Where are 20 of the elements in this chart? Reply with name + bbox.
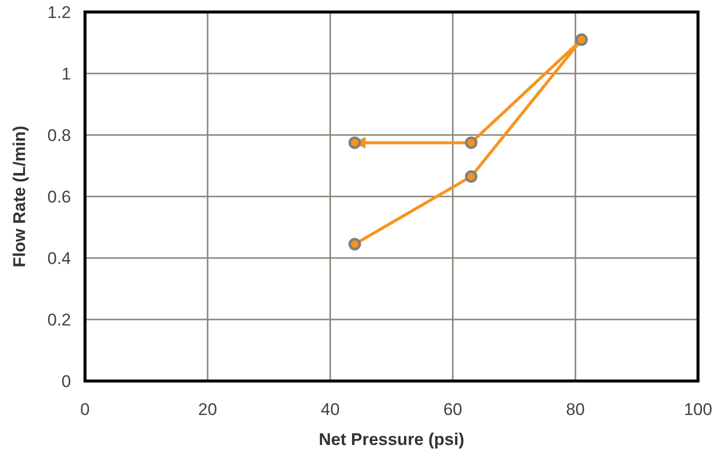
y-tick-label: 0.4 (47, 249, 71, 268)
point (464, 136, 478, 149)
x-tick-label: 100 (684, 400, 712, 419)
x-tick-label: 60 (443, 400, 462, 419)
x-axis-title: Net Pressure (psi) (318, 430, 464, 449)
y-tick-label: 0.2 (47, 310, 71, 330)
x-tick-label: 20 (198, 400, 218, 419)
point (348, 238, 361, 250)
x-tick-label: 80 (566, 400, 585, 419)
y-tick-label: 1.2 (47, 3, 71, 22)
y-axis-title: Flow Rate (L/min) (10, 126, 29, 268)
y-tick-label: 0.6 (47, 188, 71, 206)
y-tick-label: 0 (62, 372, 71, 391)
point (348, 136, 361, 149)
x-tick-label: 40 (320, 400, 340, 419)
y-tick-label: 0.8 (47, 126, 71, 145)
y-tick-label: 1 (62, 64, 71, 84)
x-tick-label: 0 (80, 400, 90, 419)
point (575, 33, 588, 46)
point (464, 170, 478, 183)
